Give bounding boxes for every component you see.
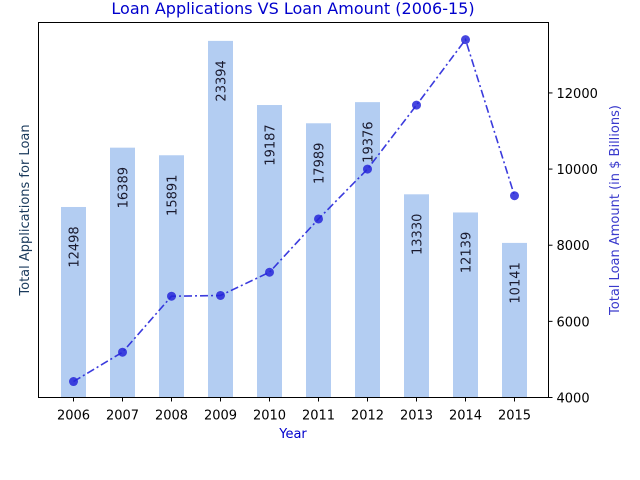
bar-2012 bbox=[355, 102, 380, 398]
y2-tick-label-8000: 8000 bbox=[557, 239, 590, 254]
line-point-2010 bbox=[265, 267, 274, 277]
y-axis-title-left: Total Applications for Loan bbox=[18, 124, 33, 296]
bar-label-2010: 19187 bbox=[264, 124, 279, 165]
bar-2010 bbox=[257, 105, 282, 398]
x-tick-label-2008: 2008 bbox=[155, 409, 188, 424]
line-point-2007 bbox=[118, 347, 127, 357]
bar-2015 bbox=[502, 242, 527, 398]
x-tick-label-2013: 2013 bbox=[400, 409, 433, 424]
bar-label-2015: 10141 bbox=[509, 262, 524, 303]
x-tick-label-2015: 2015 bbox=[498, 409, 531, 424]
bar-2013 bbox=[404, 194, 429, 398]
x-axis-title: Year bbox=[278, 427, 307, 442]
y-axis-title-right: Total Loan Amount (in $ Billions) bbox=[608, 105, 623, 316]
line-series bbox=[69, 35, 519, 387]
y2-tick-label-6000: 6000 bbox=[557, 315, 590, 330]
bar-label-2008: 15891 bbox=[166, 175, 181, 216]
x-tick-label-2012: 2012 bbox=[351, 409, 384, 424]
bar-label-2014: 12139 bbox=[460, 232, 475, 273]
bar-label-2007: 16389 bbox=[117, 167, 132, 208]
bar-label-2006: 12498 bbox=[68, 226, 83, 267]
y2-tick-label-4000: 4000 bbox=[557, 392, 590, 407]
bar-series bbox=[61, 40, 527, 398]
y2-tick-label-10000: 10000 bbox=[557, 163, 598, 178]
x-tick-label-2007: 2007 bbox=[106, 409, 139, 424]
line-point-2009 bbox=[216, 290, 225, 300]
line-point-2012 bbox=[363, 164, 372, 174]
x-tick-label-2014: 2014 bbox=[449, 409, 482, 424]
line-point-2015 bbox=[510, 191, 519, 201]
bar-label-2009: 23394 bbox=[215, 60, 230, 101]
x-tick-label-2009: 2009 bbox=[204, 409, 237, 424]
x-axis-ticks: 2006 2007 2008 2009 2010 2011 2012 2013 2014 2015 bbox=[57, 397, 531, 424]
bar-2008 bbox=[159, 155, 184, 398]
bar-2014 bbox=[453, 212, 478, 398]
bar-2009 bbox=[208, 40, 233, 398]
line-point-2006 bbox=[69, 377, 78, 387]
y2-axis-ticks: 4000 6000 8000 10000 12000 bbox=[548, 87, 598, 407]
line-point-2014 bbox=[461, 35, 470, 45]
chart-title: Loan Applications VS Loan Amount (2006-1… bbox=[111, 0, 474, 18]
y2-tick-label-12000: 12000 bbox=[557, 87, 598, 102]
bar-2011 bbox=[306, 123, 331, 398]
x-tick-label-2011: 2011 bbox=[302, 409, 335, 424]
line-point-2008 bbox=[167, 291, 176, 301]
line-point-2013 bbox=[412, 100, 421, 110]
line-path bbox=[73, 37, 516, 383]
bar-data-labels: 12498 16389 15891 23394 19187 17989 19376 13330… bbox=[68, 60, 524, 303]
plot-frame bbox=[38, 22, 549, 398]
x-tick-label-2010: 2010 bbox=[253, 409, 286, 424]
x-tick-label-2006: 2006 bbox=[57, 409, 90, 424]
bar-2006 bbox=[61, 206, 86, 398]
line-point-2011 bbox=[314, 214, 323, 224]
bar-label-2012: 19376 bbox=[362, 121, 377, 162]
bar-label-2011: 17989 bbox=[313, 143, 328, 184]
bar-label-2013: 13330 bbox=[411, 214, 426, 255]
